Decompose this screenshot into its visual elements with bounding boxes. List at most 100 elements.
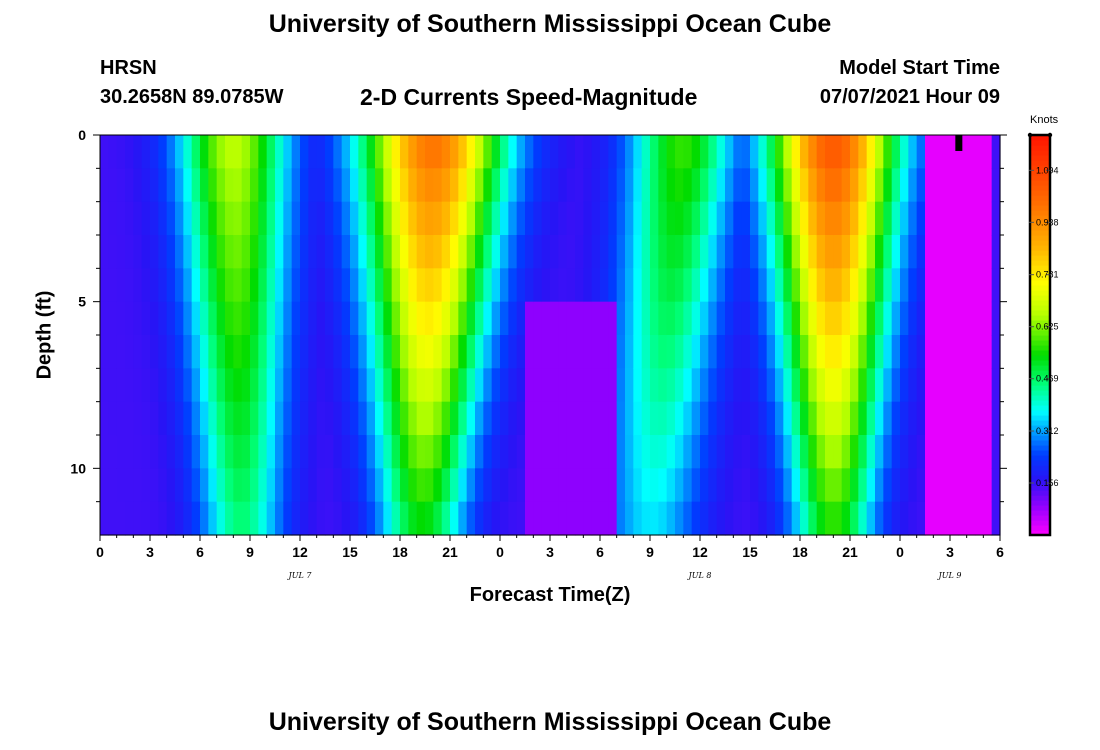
heatmap-cell (816, 301, 826, 336)
heatmap-cell (566, 268, 576, 303)
heatmap-cell (850, 168, 859, 203)
heatmap-cell (525, 301, 534, 336)
colorbar-segment (1030, 455, 1050, 461)
heatmap-cell (533, 435, 543, 469)
colorbar-segment (1030, 395, 1050, 401)
heatmap-cell (258, 468, 268, 503)
heatmap-cell (583, 301, 593, 336)
heatmap-cell (633, 368, 643, 403)
heatmap-cell (391, 201, 401, 236)
heatmap-cell (300, 268, 309, 303)
heatmap-cell (166, 501, 176, 536)
heatmap-cell (416, 501, 426, 536)
heatmap-cell (308, 368, 318, 403)
heatmap-cell (333, 368, 343, 403)
heatmap-cell (691, 501, 701, 536)
heatmap-cell (241, 468, 251, 503)
heatmap-cell (275, 235, 284, 269)
heatmap-cell (741, 335, 751, 369)
colorbar-segment (1030, 505, 1050, 511)
heatmap-cell (166, 301, 176, 336)
heatmap-cell (541, 435, 551, 469)
heatmap-cell (108, 301, 118, 336)
heatmap-cell (733, 268, 743, 303)
heatmap-cell (816, 401, 826, 436)
heatmap-cell (491, 201, 501, 236)
heatmap-cell (916, 235, 926, 269)
heatmap-cell (450, 268, 459, 303)
heatmap-cell (933, 468, 943, 503)
heatmap-cell (575, 168, 584, 203)
heatmap-cell (725, 401, 734, 436)
colorbar-segment (1030, 420, 1050, 426)
heatmap-cell (233, 435, 243, 469)
heatmap-cell (800, 501, 809, 536)
heatmap-cell (925, 201, 934, 236)
x-tick-label: 3 (546, 544, 554, 560)
heatmap-cell (441, 235, 451, 269)
heatmap-cell (733, 368, 743, 403)
heatmap-cell (675, 368, 684, 403)
heatmap-cell (766, 468, 776, 503)
heatmap-cell (408, 168, 418, 203)
heatmap-cell (991, 435, 1001, 469)
heatmap-cell (975, 435, 984, 469)
heatmap-cell (216, 401, 226, 436)
heatmap-cell (941, 268, 951, 303)
heatmap-cell (983, 435, 993, 469)
heatmap-cell (966, 168, 976, 203)
date-label: JUL 8 (687, 571, 712, 580)
colorbar-corner-dot (1027, 132, 1033, 138)
heatmap-cell (608, 168, 618, 203)
heatmap-cell (391, 501, 401, 536)
heatmap-cell (366, 335, 376, 369)
heatmap-cell (550, 435, 559, 469)
heatmap-cell (491, 468, 501, 503)
y-tick-label: 5 (78, 294, 86, 310)
heatmap-cell (900, 468, 909, 503)
heatmap-cell (483, 168, 493, 203)
heatmap-cell (266, 368, 276, 403)
heatmap-cell (158, 368, 168, 403)
heatmap-cell (666, 168, 676, 203)
heatmap-cell (300, 468, 309, 503)
heatmap-cell (891, 501, 901, 536)
heatmap-cell (416, 335, 426, 369)
heatmap-cell (291, 368, 301, 403)
heatmap-cell (641, 368, 651, 403)
heatmap-cell (766, 301, 776, 336)
heatmap-cell (675, 435, 684, 469)
heatmap-cell (250, 268, 259, 303)
heatmap-cell (116, 301, 126, 336)
heatmap-cell (850, 135, 859, 169)
heatmap-cell (341, 268, 351, 303)
heatmap-cell (633, 201, 643, 236)
heatmap-cell (350, 468, 359, 503)
heatmap-cell (933, 301, 943, 336)
heatmap-cell (958, 401, 968, 436)
colorbar-segment (1030, 435, 1050, 441)
heatmap-cell (375, 235, 384, 269)
heatmap-cell (366, 135, 376, 169)
heatmap-cell (791, 335, 801, 369)
heatmap-cell (600, 501, 609, 536)
x-tick-label: 9 (646, 544, 654, 560)
heatmap-cell (791, 135, 801, 169)
heatmap-cell (866, 168, 876, 203)
x-tick-label: 15 (742, 544, 758, 560)
heatmap-cell (891, 168, 901, 203)
heatmap-cell (941, 235, 951, 269)
heatmap-cell (483, 468, 493, 503)
heatmap-cell (758, 135, 768, 169)
heatmap-cell (641, 201, 651, 236)
heatmap-cell (316, 468, 326, 503)
heatmap-cell (900, 335, 909, 369)
heatmap-cell (225, 268, 234, 303)
heatmap-cell (291, 201, 301, 236)
heatmap-cell (916, 401, 926, 436)
heatmap-cell (116, 201, 126, 236)
heatmap-cell (358, 268, 368, 303)
heatmap-cell (158, 301, 168, 336)
heatmap-cell (291, 501, 301, 536)
